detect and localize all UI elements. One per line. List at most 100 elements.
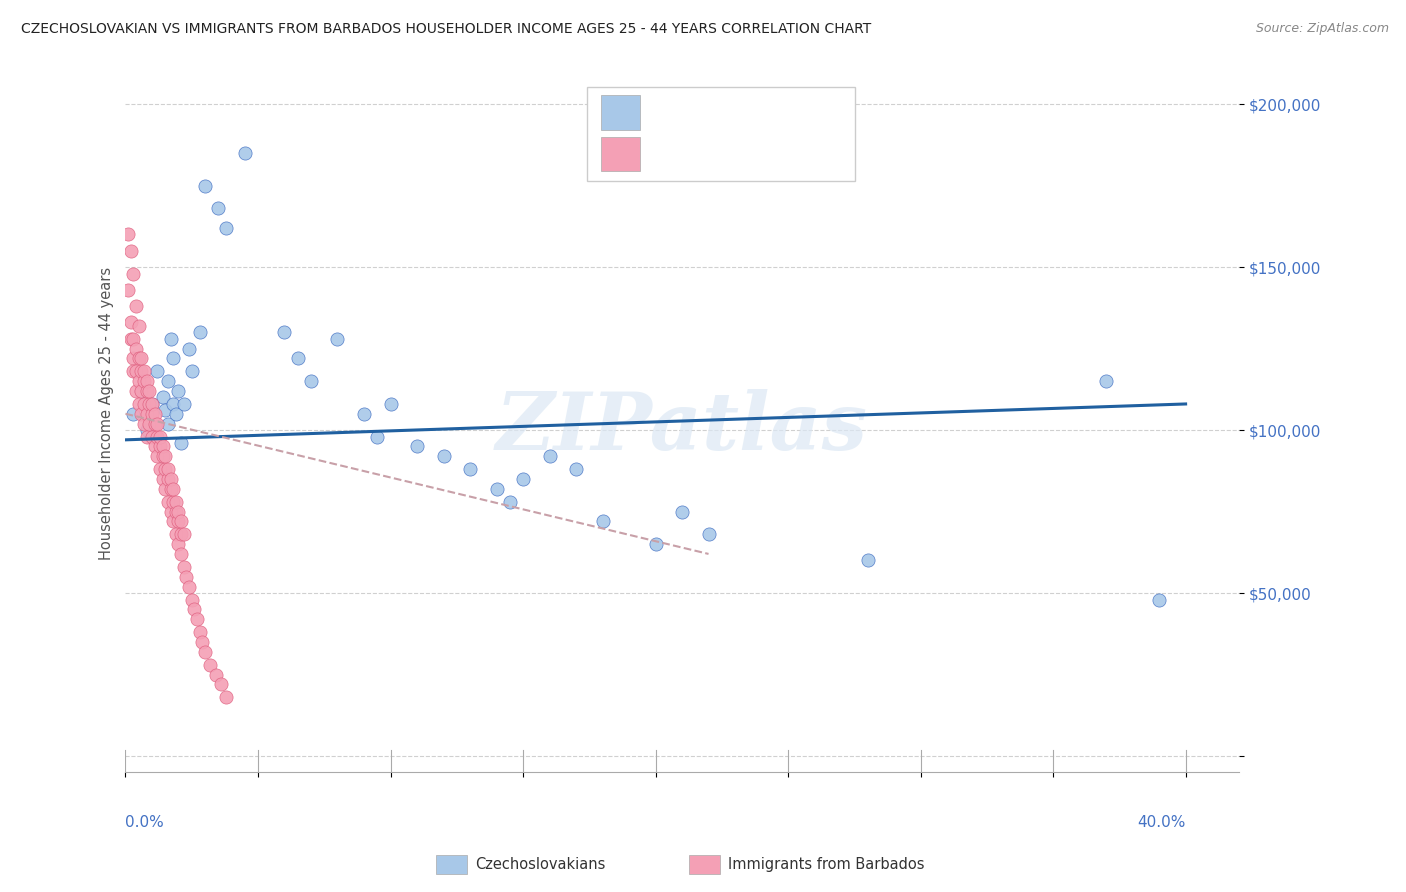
Point	[146, 429, 169, 443]
Point	[135, 374, 157, 388]
FancyBboxPatch shape	[588, 87, 855, 181]
Point	[170, 527, 193, 541]
Point	[644, 537, 666, 551]
Point	[138, 397, 160, 411]
Text: R =: R =	[657, 105, 695, 120]
Point	[538, 449, 561, 463]
Point	[135, 423, 157, 437]
Point	[125, 299, 148, 313]
Point	[135, 384, 157, 398]
Point	[141, 397, 163, 411]
Point	[152, 449, 174, 463]
Point	[162, 482, 184, 496]
Point	[215, 690, 238, 705]
Point	[128, 351, 150, 366]
Point	[194, 645, 217, 659]
Point	[122, 267, 145, 281]
Point	[194, 178, 217, 193]
Point	[592, 514, 614, 528]
Point	[125, 364, 148, 378]
Point	[380, 397, 402, 411]
Point	[186, 612, 208, 626]
Point	[125, 384, 148, 398]
Point	[117, 227, 139, 242]
Point	[143, 417, 166, 431]
Point	[156, 374, 179, 388]
Point	[156, 472, 179, 486]
Point	[141, 397, 163, 411]
Point	[499, 495, 522, 509]
Point	[180, 364, 202, 378]
Point	[155, 449, 177, 463]
Point	[200, 657, 222, 672]
Point	[173, 527, 195, 541]
Point	[120, 244, 142, 258]
Point	[565, 462, 588, 476]
Text: N =: N =	[768, 105, 811, 120]
Point	[131, 364, 153, 378]
Point	[204, 667, 226, 681]
Point	[152, 439, 174, 453]
Point	[149, 429, 172, 443]
Point	[167, 504, 190, 518]
Point	[176, 570, 198, 584]
Point	[132, 364, 155, 378]
Point	[146, 417, 169, 431]
Point	[856, 553, 879, 567]
Point	[512, 472, 534, 486]
Point	[132, 417, 155, 431]
Point	[299, 374, 322, 388]
Point	[122, 407, 145, 421]
Point	[149, 439, 172, 453]
Point	[432, 449, 454, 463]
Point	[128, 318, 150, 333]
Point	[173, 560, 195, 574]
Text: 0.044: 0.044	[702, 105, 744, 120]
Text: 0.0%: 0.0%	[125, 814, 165, 830]
Y-axis label: Householder Income Ages 25 - 44 years: Householder Income Ages 25 - 44 years	[100, 268, 114, 560]
Point	[143, 407, 166, 421]
Point	[156, 417, 179, 431]
Point	[173, 397, 195, 411]
Point	[149, 462, 172, 476]
Point	[131, 351, 153, 366]
Point	[188, 325, 211, 339]
Point	[131, 384, 153, 398]
Point	[165, 527, 187, 541]
Point	[135, 407, 157, 421]
Point	[183, 602, 205, 616]
Point	[152, 391, 174, 405]
Point	[671, 504, 693, 518]
Point	[177, 580, 200, 594]
Point	[131, 384, 153, 398]
Point	[485, 482, 508, 496]
Point	[1147, 592, 1170, 607]
Point	[125, 342, 148, 356]
Point	[138, 384, 160, 398]
Point	[155, 462, 177, 476]
Point	[132, 374, 155, 388]
Text: N =: N =	[768, 146, 811, 161]
Text: CZECHOSLOVAKIAN VS IMMIGRANTS FROM BARBADOS HOUSEHOLDER INCOME AGES 25 - 44 YEAR: CZECHOSLOVAKIAN VS IMMIGRANTS FROM BARBA…	[21, 22, 872, 37]
Point	[128, 374, 150, 388]
Point	[165, 504, 187, 518]
Point	[162, 397, 184, 411]
Point	[135, 429, 157, 443]
Point	[170, 514, 193, 528]
Point	[146, 449, 169, 463]
Point	[143, 439, 166, 453]
Point	[1095, 374, 1118, 388]
Point	[273, 325, 295, 339]
Point	[167, 537, 190, 551]
Point	[287, 351, 309, 366]
Point	[122, 351, 145, 366]
Point	[215, 221, 238, 235]
Point	[162, 495, 184, 509]
Point	[697, 527, 720, 541]
Point	[177, 342, 200, 356]
Point	[138, 417, 160, 431]
FancyBboxPatch shape	[600, 95, 640, 129]
Point	[156, 462, 179, 476]
Point	[170, 547, 193, 561]
Point	[191, 635, 214, 649]
